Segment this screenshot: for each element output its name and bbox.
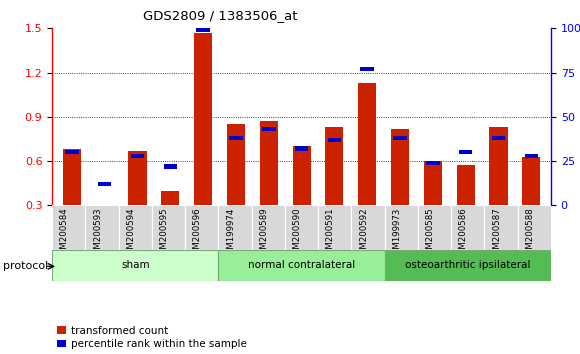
Text: GSM200596: GSM200596 bbox=[193, 207, 202, 260]
Bar bbox=[451, 205, 484, 250]
Bar bbox=[295, 147, 309, 151]
Bar bbox=[85, 205, 119, 250]
Text: osteoarthritic ipsilateral: osteoarthritic ipsilateral bbox=[405, 261, 531, 270]
Bar bbox=[161, 190, 179, 205]
Bar bbox=[98, 182, 111, 186]
Text: GSM200588: GSM200588 bbox=[525, 207, 534, 260]
Text: GSM200587: GSM200587 bbox=[492, 207, 501, 260]
Bar bbox=[252, 205, 285, 250]
Bar bbox=[490, 127, 508, 205]
Bar bbox=[130, 154, 144, 158]
Bar bbox=[52, 205, 85, 250]
Text: protocol: protocol bbox=[3, 261, 48, 271]
Text: sham: sham bbox=[121, 261, 150, 270]
Bar bbox=[524, 154, 538, 158]
Bar bbox=[152, 205, 185, 250]
Bar bbox=[52, 250, 219, 281]
Bar bbox=[318, 205, 351, 250]
Bar bbox=[119, 205, 152, 250]
Bar bbox=[129, 151, 147, 205]
Bar bbox=[492, 136, 505, 140]
Text: GSM200584: GSM200584 bbox=[60, 207, 69, 260]
Text: GSM200591: GSM200591 bbox=[326, 207, 335, 260]
Bar bbox=[351, 205, 385, 250]
Bar bbox=[63, 149, 81, 205]
Text: GSM200585: GSM200585 bbox=[426, 207, 434, 260]
Text: GSM200592: GSM200592 bbox=[359, 207, 368, 260]
Text: GSM200590: GSM200590 bbox=[292, 207, 302, 260]
Text: GSM200586: GSM200586 bbox=[459, 207, 468, 260]
Bar bbox=[292, 146, 311, 205]
Bar bbox=[262, 127, 276, 131]
Bar bbox=[229, 136, 243, 140]
Bar bbox=[197, 28, 210, 32]
Bar bbox=[391, 129, 409, 205]
Text: normal contralateral: normal contralateral bbox=[248, 261, 355, 270]
Bar bbox=[185, 205, 219, 250]
Bar bbox=[459, 150, 473, 154]
Bar bbox=[518, 205, 551, 250]
Text: GSM199974: GSM199974 bbox=[226, 207, 235, 260]
Bar bbox=[219, 250, 385, 281]
Legend: transformed count, percentile rank within the sample: transformed count, percentile rank withi… bbox=[57, 326, 247, 349]
Bar bbox=[385, 250, 551, 281]
Bar bbox=[164, 164, 177, 169]
Bar bbox=[65, 150, 79, 154]
Text: GSM199973: GSM199973 bbox=[392, 207, 401, 260]
Bar bbox=[424, 161, 442, 205]
Bar bbox=[385, 205, 418, 250]
Bar bbox=[194, 33, 212, 205]
Bar bbox=[219, 205, 252, 250]
Bar bbox=[227, 124, 245, 205]
Bar bbox=[260, 121, 278, 205]
Bar bbox=[418, 205, 451, 250]
Bar bbox=[96, 205, 114, 208]
Text: GDS2809 / 1383506_at: GDS2809 / 1383506_at bbox=[143, 9, 298, 22]
Bar bbox=[522, 156, 541, 205]
Text: GSM200594: GSM200594 bbox=[126, 207, 135, 260]
Text: GSM200593: GSM200593 bbox=[93, 207, 102, 260]
Bar bbox=[328, 138, 341, 142]
Text: GSM200589: GSM200589 bbox=[259, 207, 269, 260]
Bar bbox=[285, 205, 318, 250]
Bar bbox=[325, 127, 343, 205]
Bar bbox=[426, 161, 440, 165]
Bar bbox=[456, 166, 474, 205]
Bar bbox=[484, 205, 518, 250]
Bar bbox=[358, 83, 376, 205]
Text: GSM200595: GSM200595 bbox=[160, 207, 169, 260]
Bar bbox=[360, 67, 374, 71]
Bar bbox=[393, 136, 407, 140]
